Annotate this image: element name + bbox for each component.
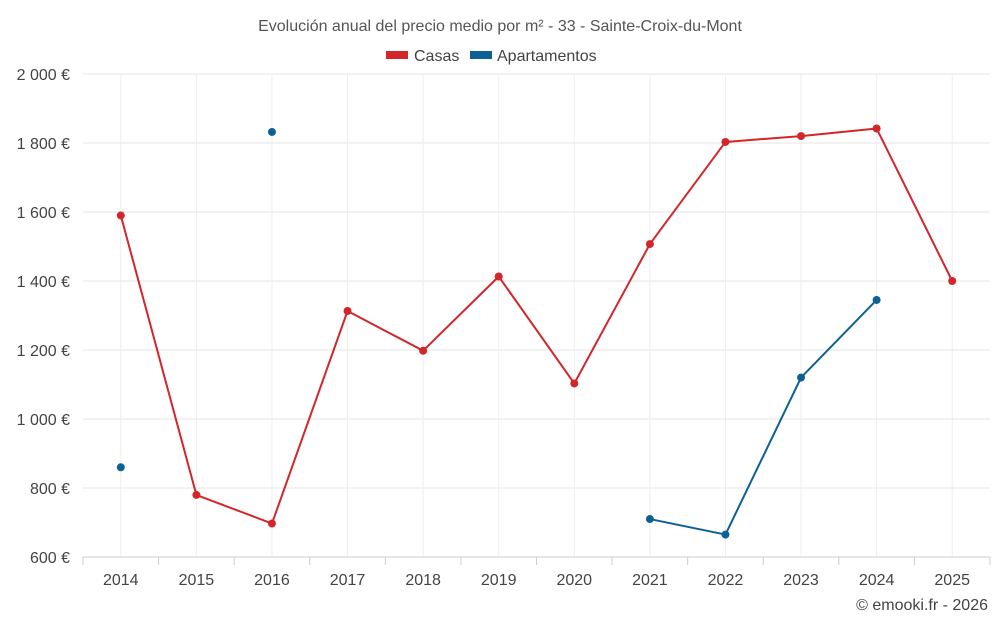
data-point-casas[interactable]: [872, 124, 881, 133]
data-point-casas[interactable]: [570, 379, 579, 388]
x-tick-label: 2025: [934, 572, 970, 589]
data-point-casas[interactable]: [797, 132, 806, 141]
x-tick-label: 2018: [405, 572, 441, 589]
series-layer: [116, 124, 957, 539]
legend-swatch-apartamentos: [470, 51, 492, 59]
data-point-apartamentos[interactable]: [116, 463, 125, 472]
y-tick-label: 1 800 €: [17, 136, 70, 153]
y-tick-label: 800 €: [30, 481, 70, 498]
data-point-casas[interactable]: [419, 346, 428, 355]
data-point-apartamentos[interactable]: [721, 530, 730, 539]
x-tick-label: 2021: [632, 572, 668, 589]
y-tick-label: 1 000 €: [17, 412, 70, 429]
legend-label-apartamentos: Apartamentos: [497, 48, 597, 65]
data-point-casas[interactable]: [267, 519, 276, 528]
x-tick-label: 2014: [103, 572, 139, 589]
axes: 600 € 800 € 1 000 € 1 200 € 1 400 € 1 600 € 1 …: [17, 67, 991, 589]
data-point-casas[interactable]: [645, 240, 654, 249]
gridlines: [83, 73, 990, 558]
legend-item-casas[interactable]: Casas: [386, 48, 459, 65]
legend-label-casas: Casas: [414, 48, 459, 65]
y-tick-label: 1 600 €: [17, 205, 70, 222]
data-point-apartamentos[interactable]: [797, 373, 806, 382]
data-point-casas[interactable]: [192, 490, 201, 499]
data-point-casas[interactable]: [343, 307, 352, 316]
credit-text: © emooki.fr - 2026: [856, 597, 988, 614]
x-tick-label: 2019: [481, 572, 517, 589]
x-tick-label: 2017: [330, 572, 366, 589]
x-tick-label: 2023: [783, 572, 819, 589]
x-tick-label: 2022: [708, 572, 744, 589]
series-line-apartamentos: [649, 299, 878, 536]
data-point-casas[interactable]: [721, 137, 730, 146]
data-point-apartamentos[interactable]: [267, 127, 276, 136]
y-tick-label: 1 400 €: [17, 274, 70, 291]
data-point-apartamentos[interactable]: [872, 295, 881, 304]
series-line-casas: [119, 127, 954, 525]
legend: Casas Apartamentos: [386, 48, 597, 65]
x-tick-label: 2016: [254, 572, 290, 589]
data-point-apartamentos[interactable]: [645, 515, 654, 524]
y-tick-label: 600 €: [30, 550, 70, 567]
x-tick-label: 2015: [179, 572, 215, 589]
data-point-casas[interactable]: [116, 211, 125, 220]
y-tick-label: 1 200 €: [17, 343, 70, 360]
data-point-casas[interactable]: [948, 277, 957, 285]
legend-swatch-casas: [386, 51, 408, 59]
y-tick-label: 2 000 €: [17, 67, 70, 84]
x-tick-label: 2024: [859, 572, 895, 589]
x-tick-label: 2020: [556, 572, 592, 589]
chart-title: Evolución anual del precio medio por m² …: [258, 18, 742, 35]
data-point-casas[interactable]: [494, 272, 503, 281]
legend-item-apartamentos[interactable]: Apartamentos: [470, 48, 597, 65]
